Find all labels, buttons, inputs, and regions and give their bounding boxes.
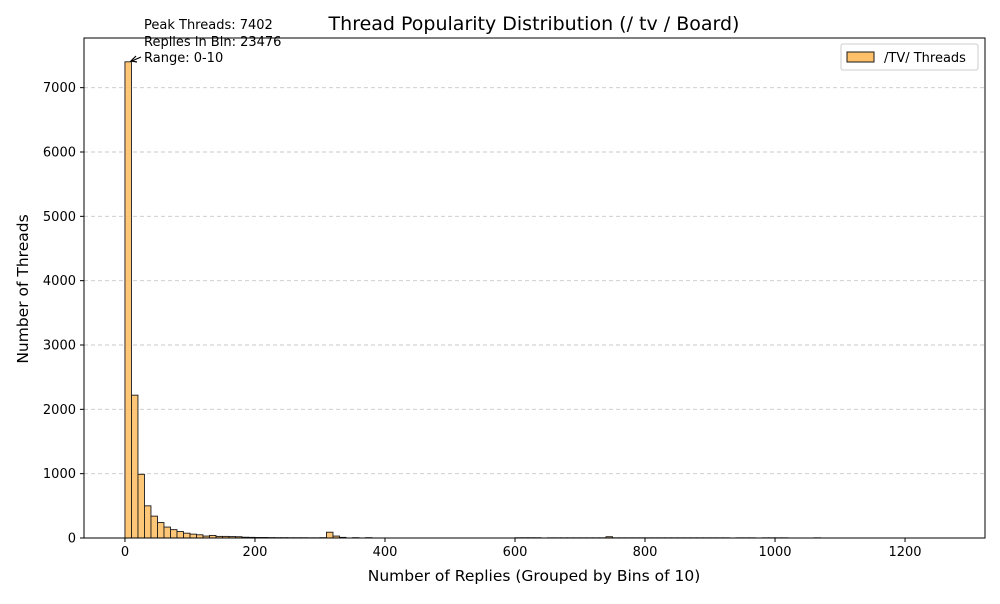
peak-annotation: Peak Threads: 7402 Replies in Bin: 23476… [131,18,281,66]
histogram-bar-20 [138,474,145,538]
x-axis-label: Number of Replies (Grouped by Bins of 10… [368,567,701,585]
x-tick-label-1200: 1200 [888,545,921,560]
histogram-bar-90 [183,533,190,538]
plot-frame [84,38,985,538]
y-tick-label-7000: 7000 [43,81,76,96]
y-tick-label-1000: 1000 [43,467,76,482]
grid-layer [84,88,985,474]
annotation-line-peak-threads: Peak Threads: 7402 [144,18,273,33]
x-tick-label-400: 400 [373,545,398,560]
histogram-bar-310 [326,532,333,538]
x-tick-label-200: 200 [243,545,268,560]
annotation-line-range: Range: 0-10 [144,51,223,66]
x-tick-label-600: 600 [503,545,528,560]
bars-layer [125,62,821,538]
histogram-bar-10 [131,395,138,538]
y-axis-label: Number of Threads [14,214,32,363]
y-tick-label-2000: 2000 [43,403,76,418]
histogram-bar-70 [170,530,177,538]
ticks-layer: 0 200 400 600 800 1000 1200 0 1000 2000 3000 4000 50… [43,81,922,560]
chart-title: Thread Popularity Distribution (/ tv / B… [328,13,740,35]
histogram-bar-40 [151,516,158,538]
histogram-bar-100 [190,534,197,538]
histogram-bar-30 [144,506,151,538]
x-tick-label-800: 800 [633,545,658,560]
histogram-bar-50 [157,523,164,538]
y-tick-label-5000: 5000 [43,210,76,225]
x-tick-label-1000: 1000 [758,545,791,560]
histogram-bar-80 [177,532,184,538]
legend: /TV/ Threads [841,44,978,70]
legend-swatch [847,52,874,62]
y-tick-label-4000: 4000 [43,274,76,289]
histogram-bar-0 [125,62,132,538]
histogram-bar-60 [164,527,171,538]
y-tick-label-6000: 6000 [43,145,76,160]
x-tick-label-0: 0 [121,545,129,560]
legend-label: /TV/ Threads [884,51,966,66]
y-tick-label-0: 0 [68,532,76,547]
y-tick-label-3000: 3000 [43,338,76,353]
annotation-line-replies-in-bin: Replies in Bin: 23476 [144,35,281,50]
